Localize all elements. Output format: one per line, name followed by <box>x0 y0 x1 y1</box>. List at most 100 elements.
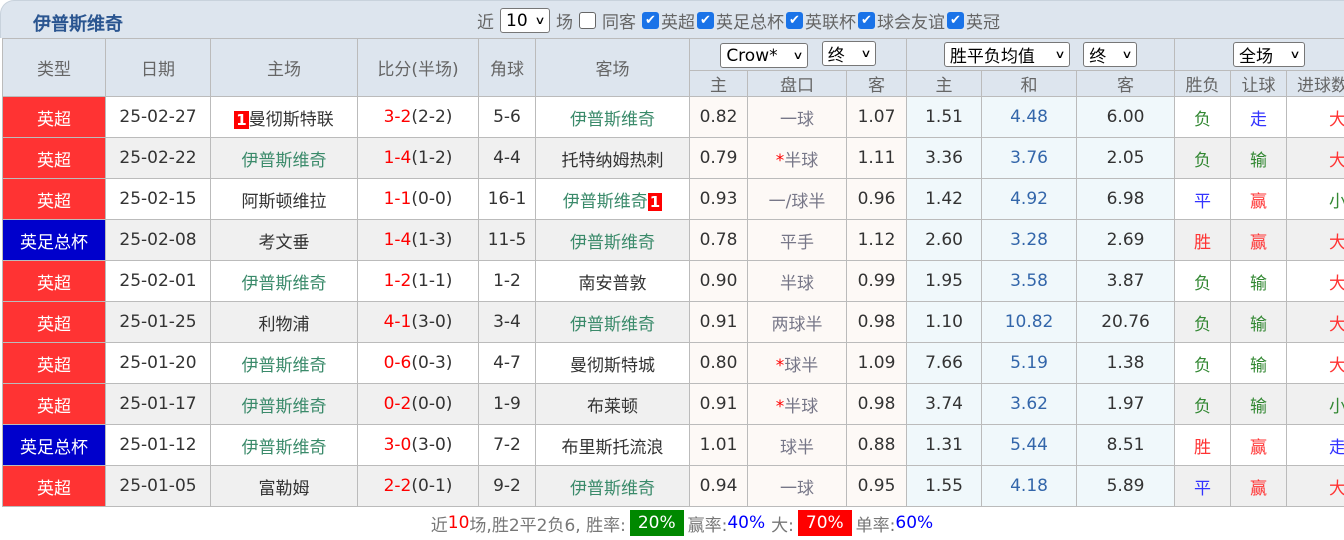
away-cell: 伊普斯维奇 <box>535 219 690 261</box>
team-name[interactable]: 考文垂 <box>258 232 310 253</box>
result-wl: 负 <box>1174 383 1232 425</box>
match-row: 英超 25-01-17 伊普斯维奇 0-2(0-0) 1-9 布莱顿 0.91 … <box>2 383 1344 425</box>
league-checkbox[interactable]: ✔ <box>697 12 714 29</box>
score-cell[interactable]: 3-0(3-0) <box>357 424 479 466</box>
league-label: 英冠 <box>966 13 1000 33</box>
team-name[interactable]: 伊普斯维奇 <box>241 273 327 294</box>
match-row: 英足总杯 25-01-12 伊普斯维奇 3-0(3-0) 7-2 布里斯托流浪 … <box>2 424 1344 466</box>
full-score: 1-4 <box>383 148 412 168</box>
header-score: 比分(半场) <box>357 38 479 97</box>
match-row: 英超 25-01-25 利物浦 4-1(3-0) 3-4 伊普斯维奇 0.91 … <box>2 301 1344 343</box>
result-ah: 走 <box>1230 96 1288 138</box>
team-name[interactable]: 利物浦 <box>258 314 310 335</box>
ah-home-odds: 0.93 <box>689 178 748 220</box>
chevron-down-icon: ∨ <box>860 46 872 60</box>
team-name[interactable]: 曼彻斯特联 <box>248 109 334 130</box>
ah-company-value: Crow* <box>726 45 778 66</box>
away-cell: 布里斯托流浪 <box>535 424 690 466</box>
score-cell[interactable]: 0-2(0-0) <box>357 383 479 425</box>
team-name[interactable]: 曼彻斯特城 <box>570 355 655 376</box>
score-cell[interactable]: 1-4(1-2) <box>357 137 479 179</box>
team-name[interactable]: 伊普斯维奇 <box>241 150 327 171</box>
competition-cell[interactable]: 英超 <box>2 260 106 302</box>
team-name[interactable]: 伊普斯维奇 <box>241 396 327 417</box>
team-name[interactable]: 伊普斯维奇 <box>570 232 655 253</box>
team-name[interactable]: 伊普斯维奇 <box>570 109 655 130</box>
home-cell: 伊普斯维奇 <box>210 137 358 179</box>
league-label: 球会友谊 <box>877 13 945 33</box>
competition-cell[interactable]: 英足总杯 <box>2 424 106 466</box>
competition-cell[interactable]: 英超 <box>2 301 106 343</box>
ah-line-cell: *球半 <box>747 342 847 384</box>
team-name[interactable]: 伊普斯维奇 <box>241 437 327 458</box>
chevron-down-icon: ∨ <box>534 14 546 27</box>
eu-away-odds: 8.51 <box>1076 424 1176 466</box>
team-name[interactable]: 托特纳姆热刺 <box>561 150 664 171</box>
score-cell[interactable]: 0-6(0-3) <box>357 342 479 384</box>
result-ah: 输 <box>1230 137 1288 179</box>
eu-type-select[interactable]: 胜平负均值 ∨ <box>943 42 1070 67</box>
ah-away-odds: 0.95 <box>845 465 908 507</box>
eu-away-odds: 2.05 <box>1076 137 1176 179</box>
league-checkbox[interactable]: ✔ <box>642 12 659 29</box>
date-cell: 25-01-20 <box>105 342 211 384</box>
ah-company-select[interactable]: Crow* ∨ <box>720 43 809 69</box>
competition-cell[interactable]: 英超 <box>2 465 106 507</box>
score-cell[interactable]: 2-2(0-1) <box>357 465 479 507</box>
competition-cell[interactable]: 英足总杯 <box>2 219 106 261</box>
eu-time-select[interactable]: 终 ∨ <box>1083 42 1138 67</box>
match-count-select[interactable]: 10 ∨ <box>500 8 550 33</box>
header-corner: 角球 <box>478 38 536 97</box>
score-cell[interactable]: 1-2(1-1) <box>357 260 479 302</box>
team-name[interactable]: 伊普斯维奇 <box>570 314 655 335</box>
team-name[interactable]: 阿斯顿维拉 <box>241 191 327 212</box>
score-cell[interactable]: 1-1(0-0) <box>357 178 479 220</box>
league-checkbox[interactable]: ✔ <box>858 12 875 29</box>
corner-cell: 4-7 <box>478 342 536 384</box>
competition-cell[interactable]: 英超 <box>2 383 106 425</box>
ah-home-odds: 1.01 <box>689 424 748 466</box>
same-venue-label: 同客 <box>602 13 636 33</box>
team-name[interactable]: 伊普斯维奇 <box>570 478 655 499</box>
corner-cell: 16-1 <box>478 178 536 220</box>
competition-cell[interactable]: 英超 <box>2 96 106 138</box>
competition-cell[interactable]: 英超 <box>2 342 106 384</box>
games-label: 场 <box>556 13 573 33</box>
ah-time-value: 终 <box>827 45 845 66</box>
header-bar: 伊普斯维奇 近 10 ∨ 场 同客 ✔ 英超 ✔ 英足总杯 ✔ 英联杯 ✔ 球会友谊 ✔ 英冠 <box>0 0 1344 38</box>
ah-time-select[interactable]: 终 ∨ <box>821 40 876 66</box>
match-row: 英超 25-01-05 富勒姆 2-2(0-1) 9-2 伊普斯维奇 0.94 … <box>2 465 1344 507</box>
result-ah: 赢 <box>1230 465 1288 507</box>
league-checkbox[interactable]: ✔ <box>947 12 964 29</box>
period-select[interactable]: 全场 ∨ <box>1233 42 1306 67</box>
half-score: (3-0) <box>411 312 453 332</box>
eu-draw-odds: 3.28 <box>981 219 1078 261</box>
competition-cell[interactable]: 英超 <box>2 178 106 220</box>
ah-home-odds: 0.80 <box>689 342 748 384</box>
chevron-down-icon: ∨ <box>1054 48 1066 61</box>
home-cell: 伊普斯维奇 <box>210 260 358 302</box>
star-icon: * <box>775 396 785 417</box>
eu-selectors: 胜平负均值 ∨ 终 ∨ <box>906 38 1176 71</box>
league-checkbox[interactable]: ✔ <box>786 12 803 29</box>
ah-away-odds: 0.96 <box>845 178 908 220</box>
summary-text: 大: <box>771 515 794 536</box>
team-name[interactable]: 伊普斯维奇 <box>562 191 648 212</box>
competition-cell[interactable]: 英超 <box>2 137 106 179</box>
score-cell[interactable]: 1-4(1-3) <box>357 219 479 261</box>
team-name[interactable]: 布莱顿 <box>587 396 638 417</box>
team-name[interactable]: 布里斯托流浪 <box>561 437 664 458</box>
score-cell[interactable]: 4-1(3-0) <box>357 301 479 343</box>
result-ou: 大 <box>1286 260 1344 302</box>
same-venue-checkbox[interactable] <box>579 12 596 29</box>
team-name[interactable]: 南安普敦 <box>578 273 647 294</box>
team-name[interactable]: 富勒姆 <box>258 478 310 499</box>
full-score: 1-2 <box>383 271 412 291</box>
score-cell[interactable]: 3-2(2-2) <box>357 96 479 138</box>
team-name[interactable]: 伊普斯维奇 <box>241 355 327 376</box>
result-ah: 输 <box>1230 342 1288 384</box>
ah-line-cell: 半球 <box>747 260 847 302</box>
date-cell: 25-02-08 <box>105 219 211 261</box>
odd-rate: 60% <box>895 513 934 533</box>
eu-home-odds: 3.36 <box>906 137 983 179</box>
